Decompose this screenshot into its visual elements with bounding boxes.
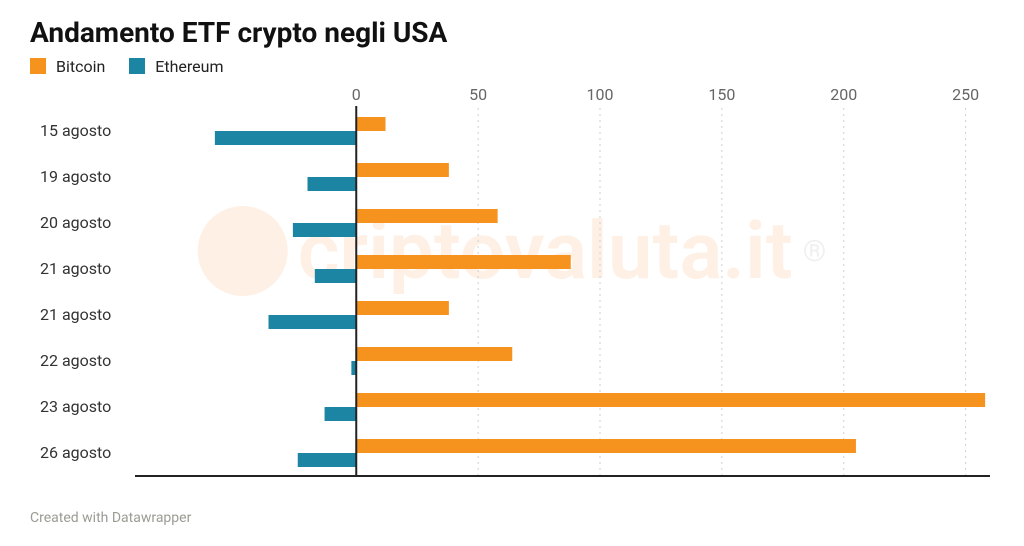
category-label: 21 agosto [40,259,111,278]
category-label: 23 agosto [40,397,111,416]
bar-bitcoin [356,163,449,177]
x-tick-label: 250 [952,86,979,104]
x-tick-label: 200 [830,86,857,104]
bar-ethereum [325,407,357,421]
bar-ethereum [269,315,357,329]
bar-ethereum [315,269,356,283]
legend-item: Bitcoin [30,57,105,76]
bar-ethereum [293,223,356,237]
footer-credit: Created with Datawrapper [30,510,994,526]
bar-ethereum [215,131,356,145]
bar-ethereum [298,453,357,467]
legend-label: Bitcoin [56,57,105,76]
category-label: 19 agosto [40,167,111,186]
legend: Bitcoin Ethereum [30,57,994,76]
bar-bitcoin [356,439,856,453]
x-tick-label: 100 [587,86,614,104]
category-label: 20 agosto [40,213,111,232]
x-tick-label: 0 [352,86,361,104]
legend-label: Ethereum [155,57,223,76]
category-label: 26 agosto [40,443,111,462]
bar-bitcoin [356,393,985,407]
legend-swatch [129,58,145,74]
bar-bitcoin [356,255,571,269]
bar-bitcoin [356,301,449,315]
bar-bitcoin [356,347,512,361]
x-tick-label: 50 [469,86,487,104]
legend-item: Ethereum [129,57,223,76]
x-tick-label: 150 [708,86,735,104]
bar-bitcoin [356,209,497,223]
category-label: 15 agosto [40,121,111,140]
legend-swatch [30,58,46,74]
chart-title: Andamento ETF crypto negli USA [30,16,994,49]
category-label: 22 agosto [40,351,111,370]
bar-ethereum [308,177,357,191]
bar-bitcoin [356,117,385,131]
bar-chart: 0 50 100 150 200 250 15 agosto 19 agosto 20 agos… [30,86,990,496]
category-label: 21 agosto [40,305,111,324]
